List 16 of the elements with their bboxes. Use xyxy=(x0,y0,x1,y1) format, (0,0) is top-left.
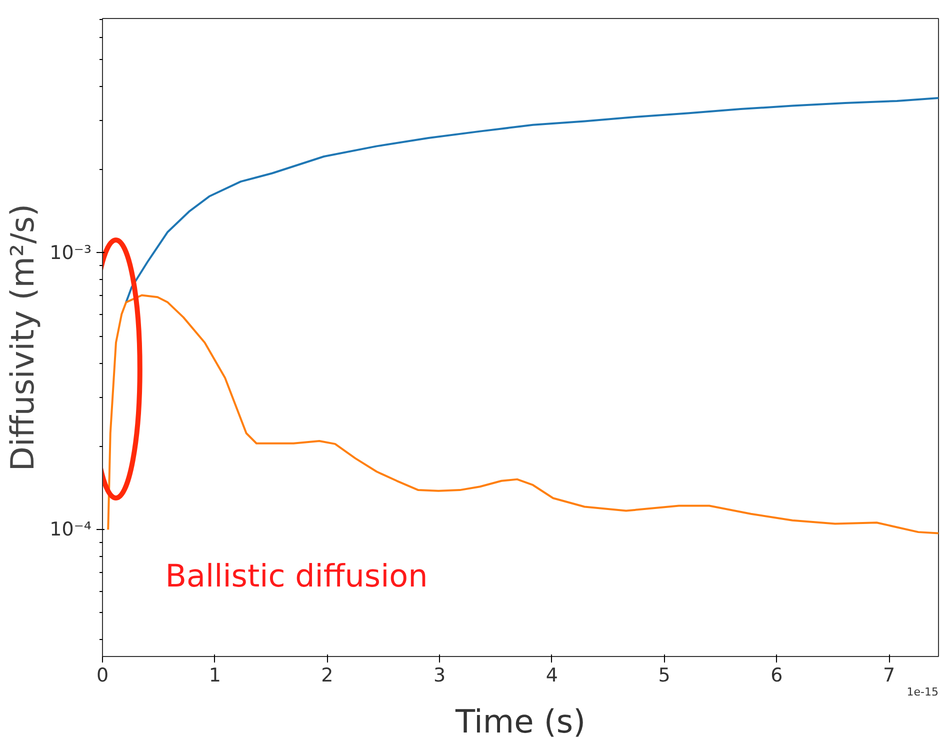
x-tick-label: 0 xyxy=(96,664,109,686)
x-axis-title: Time (s) xyxy=(454,702,586,740)
text: 1e-15 xyxy=(906,686,938,698)
x-tick-label: 7 xyxy=(883,664,896,686)
x-tick-label: 3 xyxy=(434,664,446,686)
x-tick-label: 4 xyxy=(546,664,558,686)
line-series xyxy=(125,96,938,304)
x-tick-label: 5 xyxy=(658,664,670,686)
x-tick-label: 2 xyxy=(321,664,334,686)
annotation: Ballistic diffusion xyxy=(165,558,428,594)
y-tick-label: 10⁻³ xyxy=(50,242,92,264)
line-series xyxy=(107,294,938,534)
y-tick-label: 10⁻⁴ xyxy=(50,518,92,541)
x-tick-label: 6 xyxy=(770,664,783,686)
x-tick-label: 1 xyxy=(208,664,221,686)
y-axis-title: Diffusivity (m²/s) xyxy=(4,204,42,472)
